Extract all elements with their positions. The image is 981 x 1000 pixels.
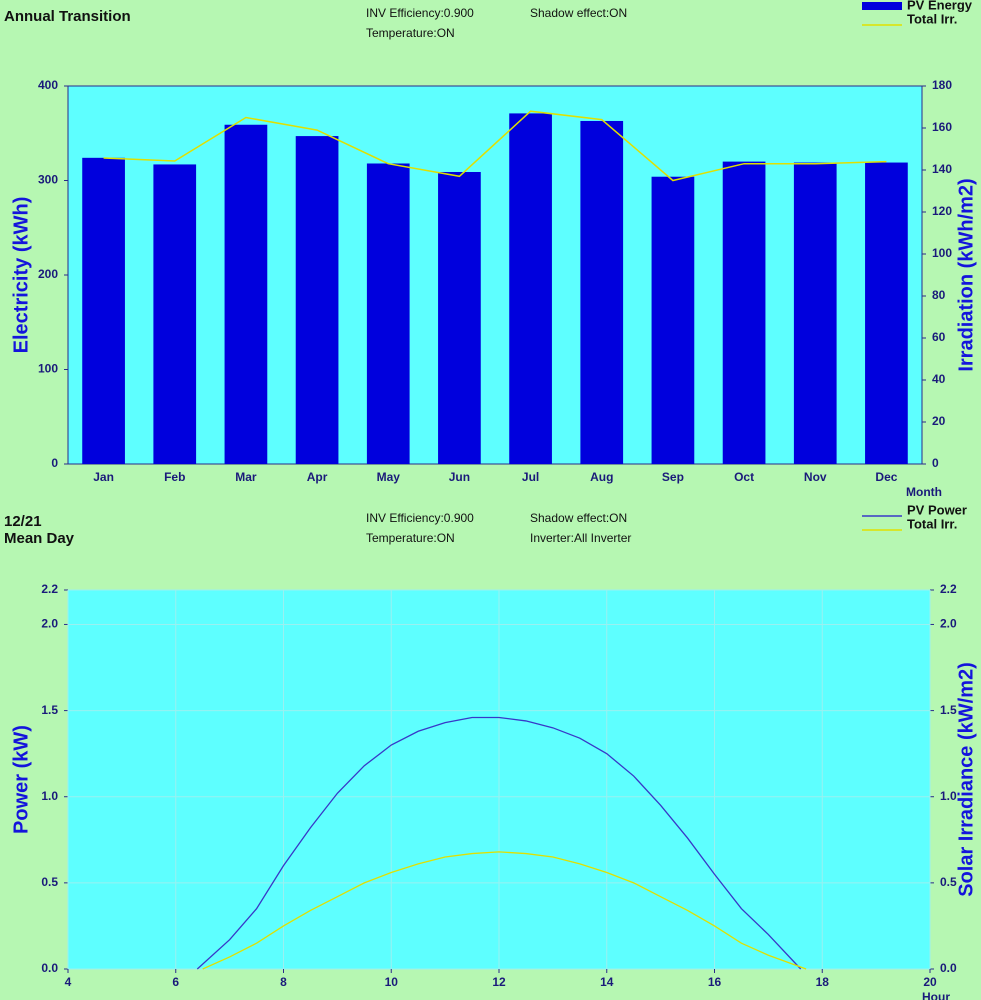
line bbox=[196, 716, 802, 970]
bar bbox=[153, 164, 197, 464]
plot-area bbox=[67, 85, 923, 465]
y-tick-label: 0.0 bbox=[41, 961, 58, 975]
bar bbox=[651, 176, 695, 464]
legend-label: PV Power bbox=[907, 502, 967, 517]
y-tick-label: 1.5 bbox=[41, 703, 58, 717]
chart-title: Mean Day bbox=[4, 530, 75, 547]
chart-date: 12/21 bbox=[4, 513, 42, 530]
x-tick-label: Jun bbox=[449, 470, 470, 484]
y2-tick-label: 140 bbox=[932, 162, 952, 176]
y-tick-label: 200 bbox=[38, 267, 58, 281]
legend-label: Total Irr. bbox=[907, 11, 957, 26]
bar bbox=[722, 161, 766, 464]
annotation: Shadow effect:ON bbox=[530, 511, 627, 525]
x-tick-label: Jul bbox=[522, 470, 539, 484]
y2-tick-label: 2.2 bbox=[940, 582, 957, 596]
x-tick-label: 18 bbox=[816, 975, 830, 989]
bar bbox=[509, 113, 552, 464]
bar bbox=[82, 157, 125, 464]
bar bbox=[438, 171, 481, 464]
y2-tick-label: 80 bbox=[932, 288, 946, 302]
y2-tick-label: 1.5 bbox=[940, 703, 957, 717]
x-axis-title: Hour bbox=[922, 990, 950, 1000]
annotation: Shadow effect:ON bbox=[530, 6, 627, 20]
x-tick-label: 14 bbox=[600, 975, 614, 989]
y-tick-label: 0 bbox=[51, 456, 58, 470]
y2-tick-label: 0.5 bbox=[940, 875, 957, 889]
y-tick-label: 100 bbox=[38, 362, 58, 376]
annotation: INV Efficiency:0.900 bbox=[366, 6, 474, 20]
line bbox=[202, 851, 807, 970]
y2-tick-label: 180 bbox=[932, 78, 952, 92]
x-axis-title: Month bbox=[906, 485, 942, 499]
x-tick-label: Apr bbox=[307, 470, 328, 484]
line bbox=[103, 110, 887, 182]
legend-swatch bbox=[862, 2, 902, 10]
annotation: Temperature:ON bbox=[366, 531, 455, 545]
bar bbox=[224, 124, 268, 465]
y-tick-label: 0.5 bbox=[41, 875, 58, 889]
y2-tick-label: 160 bbox=[932, 120, 952, 134]
y-tick-label: 300 bbox=[38, 173, 58, 187]
x-tick-label: 20 bbox=[923, 975, 937, 989]
y-axis-title: Electricity (kWh) bbox=[10, 197, 32, 354]
annotation: INV Efficiency:0.900 bbox=[366, 511, 474, 525]
x-tick-label: Sep bbox=[662, 470, 684, 484]
x-tick-label: Aug bbox=[590, 470, 613, 484]
y-tick-label: 1.0 bbox=[41, 789, 58, 803]
x-tick-label: Oct bbox=[734, 470, 754, 484]
y2-tick-label: 60 bbox=[932, 330, 946, 344]
x-tick-label: Feb bbox=[164, 470, 185, 484]
annotation: Temperature:ON bbox=[366, 26, 455, 40]
bar bbox=[366, 163, 410, 465]
y2-tick-label: 100 bbox=[932, 246, 952, 260]
y-tick-label: 2.0 bbox=[41, 617, 58, 631]
bar bbox=[793, 162, 837, 465]
y2-tick-label: 0 bbox=[932, 456, 939, 470]
y2-tick-label: 20 bbox=[932, 414, 946, 428]
x-tick-label: 16 bbox=[708, 975, 722, 989]
bar bbox=[580, 120, 624, 464]
chart-title: Annual Transition bbox=[4, 8, 131, 25]
x-tick-label: 10 bbox=[385, 975, 399, 989]
y2-tick-label: 2.0 bbox=[940, 617, 957, 631]
bar bbox=[865, 162, 908, 465]
x-tick-label: 4 bbox=[65, 975, 72, 989]
y2-axis-title: Solar Irradiance (kW/m2) bbox=[955, 662, 977, 897]
x-tick-label: Nov bbox=[804, 470, 827, 484]
y2-tick-label: 120 bbox=[932, 204, 952, 218]
bar bbox=[295, 136, 339, 464]
y2-tick-label: 40 bbox=[932, 372, 946, 386]
y2-tick-label: 0.0 bbox=[940, 961, 957, 975]
y-tick-label: 400 bbox=[38, 78, 58, 92]
x-tick-label: 8 bbox=[280, 975, 287, 989]
y-tick-label: 2.2 bbox=[41, 582, 58, 596]
y2-axis-title: Irradiation (kWh/m2) bbox=[955, 178, 977, 371]
legend-label: Total Irr. bbox=[907, 516, 957, 531]
x-tick-label: May bbox=[377, 470, 401, 484]
x-tick-label: Dec bbox=[875, 470, 897, 484]
y2-tick-label: 1.0 bbox=[940, 789, 957, 803]
annotation: Inverter:All Inverter bbox=[530, 531, 631, 545]
x-tick-label: Jan bbox=[93, 470, 114, 484]
x-tick-label: Mar bbox=[235, 470, 257, 484]
legend-label: PV Energy bbox=[907, 0, 973, 12]
y-axis-title: Power (kW) bbox=[10, 725, 32, 834]
x-tick-label: 12 bbox=[492, 975, 506, 989]
x-tick-label: 6 bbox=[172, 975, 179, 989]
